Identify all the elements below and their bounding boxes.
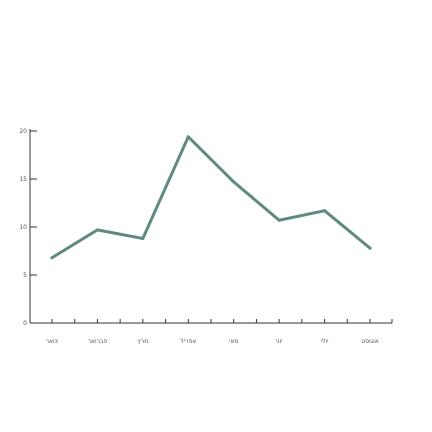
- series-line: [52, 137, 370, 258]
- data-point: [369, 247, 372, 250]
- data-point: [141, 237, 144, 240]
- x-tick-label: פברואר: [88, 338, 108, 345]
- series-group: [51, 135, 372, 259]
- data-point: [232, 180, 235, 183]
- y-axis: 0 5 10 15 20: [19, 128, 37, 327]
- data-point: [51, 256, 54, 259]
- data-point: [96, 228, 99, 231]
- data-point: [323, 209, 326, 212]
- x-tick-label: יולי: [321, 338, 329, 345]
- y-tick-label: 5: [23, 272, 27, 279]
- y-tick-label: 0: [23, 320, 27, 327]
- x-tick-label: יוני: [276, 338, 283, 345]
- data-point: [278, 219, 281, 222]
- data-point: [187, 135, 190, 138]
- y-tick-label: 20: [19, 128, 27, 135]
- x-tick-label: אוגוסט: [361, 338, 379, 345]
- x-tick-label: מאי: [229, 338, 238, 345]
- x-tick-label: מרץ: [138, 338, 149, 345]
- x-tick-label: אפריל: [180, 338, 196, 345]
- y-tick-label: 10: [19, 224, 27, 231]
- y-tick-label: 15: [19, 176, 27, 183]
- x-tick-label: ינואר: [46, 338, 59, 345]
- x-axis: ינואר פברואר מרץ אפריל מאי יוני יולי אוגוסט: [30, 319, 392, 345]
